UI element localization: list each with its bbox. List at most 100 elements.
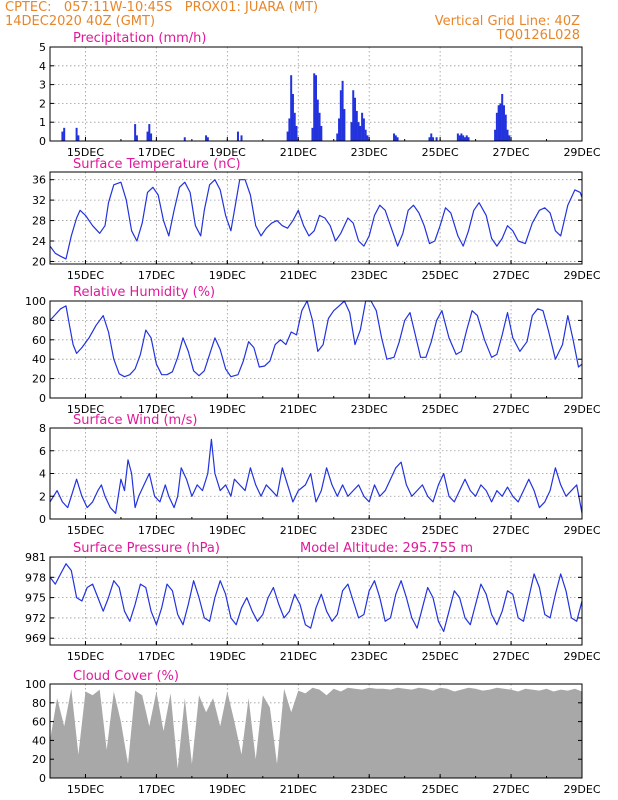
precip-bar xyxy=(61,131,64,141)
series-line xyxy=(49,179,583,260)
y-tick-label: 2 xyxy=(39,490,46,503)
precip-bar xyxy=(205,135,208,141)
precip-bar xyxy=(499,103,502,141)
precip-bar xyxy=(311,127,314,141)
x-tick-label: 23DEC xyxy=(351,524,388,537)
header-right-line2: TQ0126L028 xyxy=(496,28,580,43)
panel-4: 0 2 4 6 8 15DEC 17DEC 19DEC 21DEC 23DEC 25DEC 27DEC… xyxy=(39,413,601,537)
precip-bar xyxy=(315,75,317,141)
x-tick-label: 15DEC xyxy=(67,524,104,537)
x-tick-label: 19DEC xyxy=(209,524,246,537)
precip-bar xyxy=(357,122,360,141)
y-tick-label: 1 xyxy=(39,116,46,129)
x-tick-label: 21DEC xyxy=(280,783,317,796)
precip-bar xyxy=(465,135,468,141)
y-tick-label: 4 xyxy=(39,60,46,73)
precip-bar xyxy=(463,137,466,141)
y-tick-label: 0 xyxy=(39,772,46,785)
panel-frame xyxy=(49,300,583,399)
x-tick-label: 23DEC xyxy=(351,146,388,159)
panel-1: 0 1 2 3 4 5 15DEC 17DEC 19DEC 21DEC 23DEC 25DEC 27DE… xyxy=(39,31,601,159)
y-tick-label: 4 xyxy=(39,468,46,481)
y-tick-label: 969 xyxy=(25,632,46,645)
panel-frame xyxy=(49,46,583,142)
x-tick-label: 17DEC xyxy=(138,146,175,159)
x-tick-label: 25DEC xyxy=(422,524,459,537)
x-tick-label: 29DEC xyxy=(563,524,600,537)
y-tick-label: 20 xyxy=(32,373,46,386)
header-left-line2: 14DEC2020 40Z (GMT) xyxy=(5,14,156,29)
precip-bar xyxy=(508,135,511,141)
x-tick-label: 15DEC xyxy=(67,146,104,159)
precip-bar xyxy=(359,125,362,141)
y-tick-label: 981 xyxy=(25,551,46,564)
x-tick-label: 25DEC xyxy=(422,269,459,282)
panel-annotation: Model Altitude: 295.755 m xyxy=(300,541,473,556)
y-tick-label: 100 xyxy=(25,678,46,691)
precip-bar xyxy=(236,131,239,141)
precip-bar xyxy=(343,109,346,141)
x-tick-label: 27DEC xyxy=(493,524,530,537)
x-tick-label: 19DEC xyxy=(209,650,246,663)
panel-title: Cloud Cover (%) xyxy=(73,669,179,684)
y-tick-label: 6 xyxy=(39,445,46,458)
precip-bar xyxy=(295,125,298,141)
panel-title: Surface Wind (m/s) xyxy=(73,413,197,428)
x-tick-label: 17DEC xyxy=(138,783,175,796)
precip-bar xyxy=(206,137,209,141)
panel-title: Relative Humidity (%) xyxy=(73,285,215,300)
panel-title: Surface Pressure (hPa) xyxy=(73,541,220,556)
x-tick-label: 15DEC xyxy=(67,403,104,416)
x-tick-label: 19DEC xyxy=(209,783,246,796)
precip-bar xyxy=(293,112,296,141)
precip-bar xyxy=(460,133,463,141)
precip-bar xyxy=(354,97,357,141)
x-tick-label: 27DEC xyxy=(493,269,530,282)
y-tick-label: 2 xyxy=(39,97,46,110)
panel-title: Surface Temperature (nC) xyxy=(73,157,241,172)
y-tick-label: 0 xyxy=(39,392,46,405)
precip-bar xyxy=(336,133,339,141)
precip-bar xyxy=(291,94,294,141)
x-tick-label: 15DEC xyxy=(67,269,104,282)
precip-bar xyxy=(456,133,459,141)
precip-bar xyxy=(432,137,435,141)
precip-bar xyxy=(286,131,289,141)
header-left-line1: CPTEC: 057:11W-10:45S PROX01: JUARA (MT) xyxy=(5,0,319,15)
precip-bar xyxy=(458,135,461,141)
y-tick-label: 0 xyxy=(39,135,46,148)
precip-bar xyxy=(148,124,151,141)
x-tick-label: 17DEC xyxy=(138,403,175,416)
x-tick-label: 15DEC xyxy=(67,783,104,796)
precip-bar xyxy=(394,135,397,141)
y-tick-label: 80 xyxy=(32,697,46,710)
precip-bar xyxy=(135,135,138,141)
y-tick-label: 40 xyxy=(32,734,46,747)
x-tick-label: 27DEC xyxy=(493,783,530,796)
x-tick-label: 17DEC xyxy=(138,269,175,282)
precip-bar xyxy=(506,129,509,141)
precip-bar xyxy=(240,135,243,141)
precip-bar xyxy=(362,118,365,141)
panel-5: 969 972 975 978 981 15DEC 17DEC 19DEC 21DEC 23DEC… xyxy=(25,541,601,663)
precip-bar xyxy=(502,105,505,141)
precip-bar xyxy=(352,90,355,141)
precip-bar xyxy=(467,137,470,141)
precip-bar xyxy=(495,112,498,141)
precip-bar xyxy=(497,105,500,141)
x-tick-label: 27DEC xyxy=(493,650,530,663)
precip-bar xyxy=(288,118,291,141)
x-tick-label: 21DEC xyxy=(280,524,317,537)
precip-bar xyxy=(290,75,293,141)
y-tick-label: 3 xyxy=(39,79,46,92)
x-tick-label: 21DEC xyxy=(280,146,317,159)
panel-3: 0 20 40 60 80 100 15DEC 17DEC 19DEC 21DEC 23DEC 25D… xyxy=(25,285,601,416)
series-line xyxy=(49,300,583,378)
y-tick-label: 8 xyxy=(39,422,46,435)
precip-bar xyxy=(366,135,369,141)
precip-bar xyxy=(183,137,186,141)
precip-bar xyxy=(63,127,66,141)
x-tick-label: 27DEC xyxy=(493,146,530,159)
precip-bar xyxy=(313,73,316,141)
x-tick-label: 29DEC xyxy=(563,146,600,159)
